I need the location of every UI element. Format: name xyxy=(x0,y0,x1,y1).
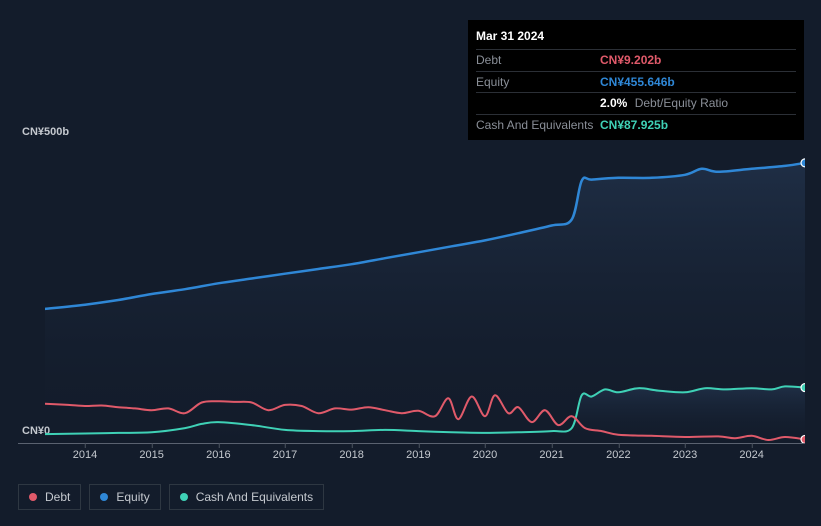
tooltip-suffix: Debt/Equity Ratio xyxy=(635,96,728,110)
legend-label: Debt xyxy=(45,490,70,504)
tooltip-value: CN¥9.202b xyxy=(600,52,661,69)
circle-icon xyxy=(180,493,188,501)
tooltip-row-ratio: 2.0% Debt/Equity Ratio xyxy=(476,92,796,114)
tooltip-date: Mar 31 2024 xyxy=(476,26,796,49)
tooltip-label: Cash And Equivalents xyxy=(476,117,600,134)
tooltip-row-debt: Debt CN¥9.202b xyxy=(476,49,796,71)
x-tick: 2014 xyxy=(73,449,97,461)
tooltip-label: Equity xyxy=(476,74,600,91)
chart-svg xyxy=(45,145,805,443)
tooltip-value: CN¥455.646b xyxy=(600,74,675,91)
legend-label: Equity xyxy=(116,490,149,504)
x-axis: 2014 2015 2016 2017 2018 2019 2020 2021 2022 2023… xyxy=(45,443,805,463)
tooltip-row-cash: Cash And Equivalents CN¥87.925b xyxy=(476,114,796,136)
x-tick: 2016 xyxy=(206,449,230,461)
x-tick: 2019 xyxy=(406,449,430,461)
tooltip-value: 2.0% xyxy=(600,96,627,110)
circle-icon xyxy=(100,493,108,501)
x-tick: 2018 xyxy=(339,449,363,461)
tooltip-value-wrapper: 2.0% Debt/Equity Ratio xyxy=(600,95,728,112)
series-end-marker-cash xyxy=(801,384,805,392)
x-tick: 2022 xyxy=(606,449,630,461)
tooltip-label: Debt xyxy=(476,52,600,69)
tooltip-value: CN¥87.925b xyxy=(600,117,668,134)
series-end-marker-debt xyxy=(801,435,805,443)
x-tick: 2015 xyxy=(139,449,163,461)
x-tick: 2021 xyxy=(539,449,563,461)
x-tick: 2017 xyxy=(273,449,297,461)
tooltip-label xyxy=(476,95,600,112)
x-tick: 2023 xyxy=(673,449,697,461)
chart-tooltip: Mar 31 2024 Debt CN¥9.202b Equity CN¥455… xyxy=(468,20,804,140)
x-tick: 2020 xyxy=(473,449,497,461)
y-axis-label-max: CN¥500b xyxy=(22,126,69,138)
x-tick: 2024 xyxy=(739,449,763,461)
chart-plot[interactable] xyxy=(45,145,805,443)
chart-legend: Debt Equity Cash And Equivalents xyxy=(18,484,324,510)
legend-label: Cash And Equivalents xyxy=(196,490,313,504)
legend-item-cash[interactable]: Cash And Equivalents xyxy=(169,484,324,510)
series-end-marker-equity xyxy=(801,159,805,167)
legend-item-equity[interactable]: Equity xyxy=(89,484,160,510)
tooltip-row-equity: Equity CN¥455.646b xyxy=(476,71,796,93)
circle-icon xyxy=(29,493,37,501)
legend-item-debt[interactable]: Debt xyxy=(18,484,81,510)
